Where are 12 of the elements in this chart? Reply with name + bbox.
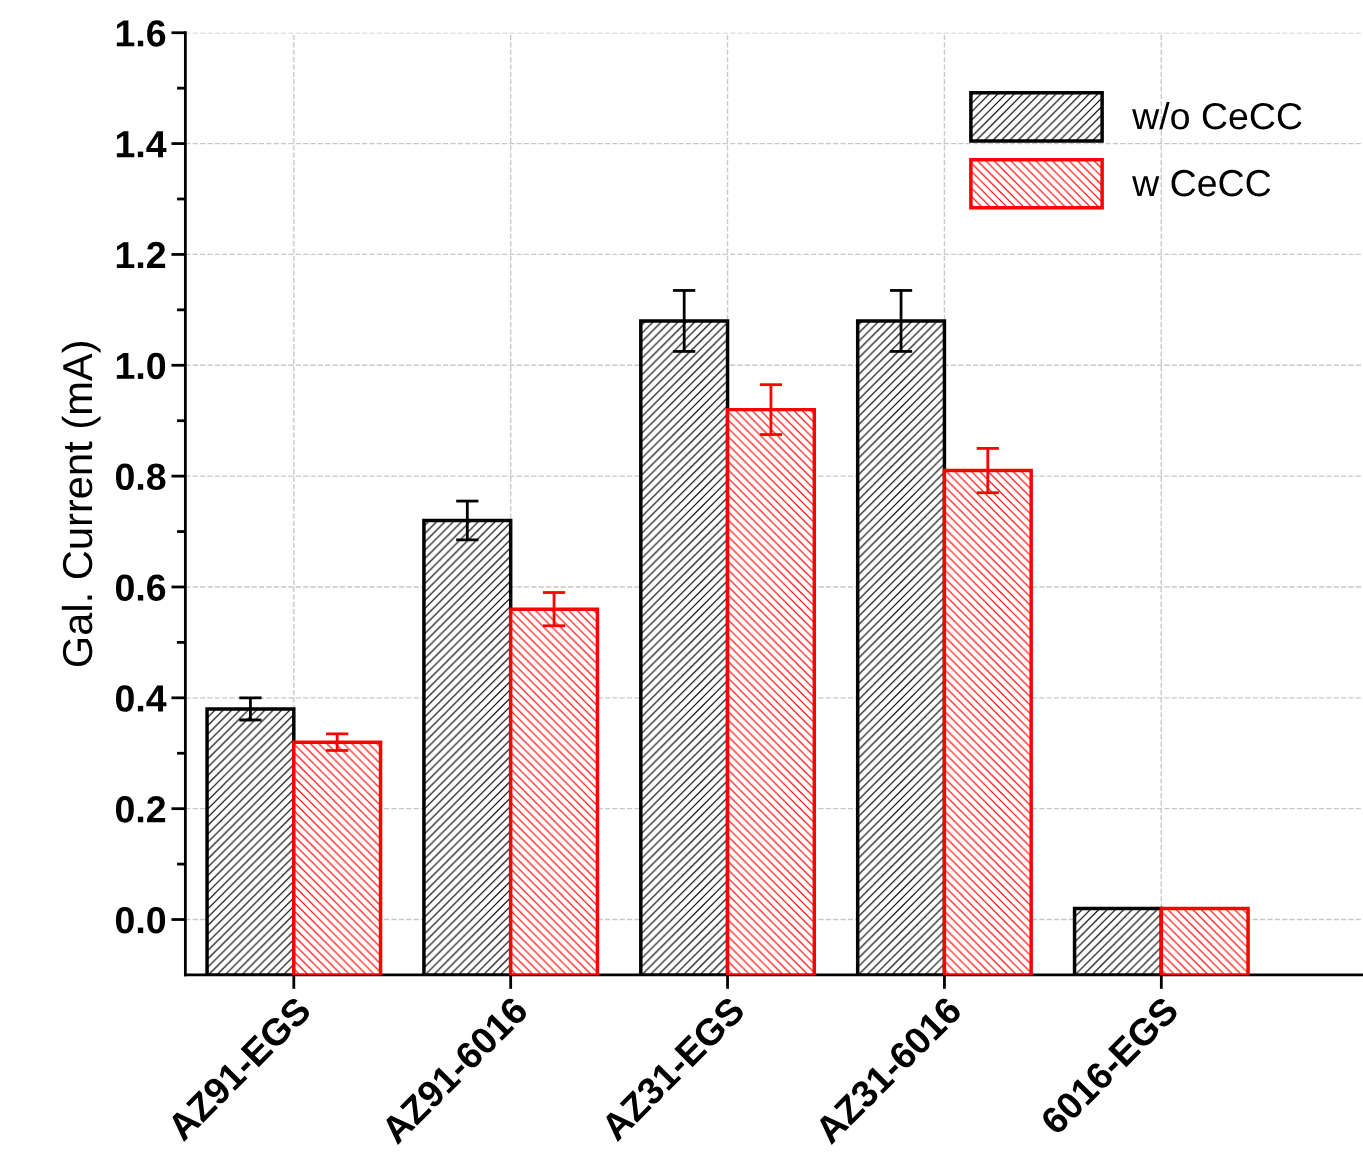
legend-label: w CeCC	[1132, 169, 1271, 197]
y-tick-label: 0.8	[115, 463, 166, 491]
y-tick-label: 1.0	[116, 352, 166, 380]
y-tick-label: 1.4	[116, 131, 167, 158]
y-tick-label: 0.6	[115, 574, 166, 601]
y-tick-label: 0.4	[115, 685, 167, 712]
y-axis-title: Gal. Current (mA)	[61, 342, 101, 667]
y-tick-label: 1.2	[116, 241, 166, 269]
y-tick-label: 0.0	[115, 906, 166, 934]
y-tick-label: 0.2	[115, 796, 166, 823]
legend-label: w/o CeCC	[1132, 101, 1302, 130]
y-tick-label: 1.6	[116, 20, 166, 47]
